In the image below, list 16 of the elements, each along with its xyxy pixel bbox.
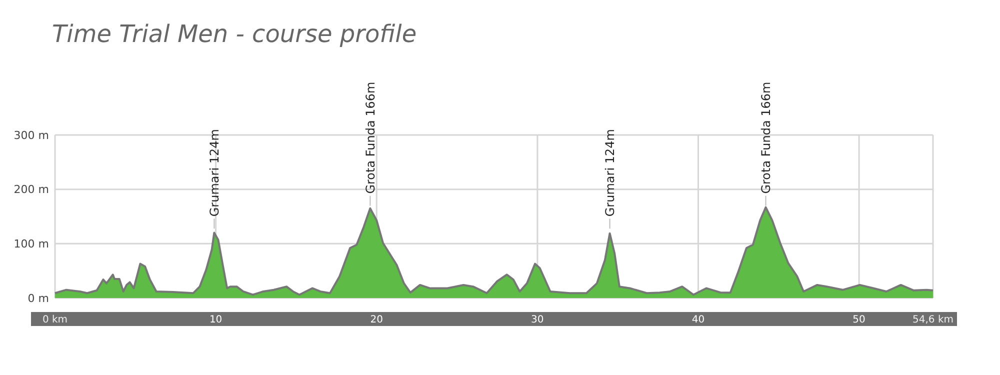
x-tick-label: 50 [852,314,866,326]
chart-title: Time Trial Men - course profile [52,20,417,48]
x-tick-label: 40 [692,314,705,326]
x-tick-label: 10 [209,314,222,326]
annotation: Grota Funda 166m [363,82,378,194]
y-tick-label: 0 m [28,292,49,305]
x-tick-label: 30 [531,314,544,326]
x-tick-label: 20 [370,314,383,326]
y-tick-label: 100 m [14,238,49,251]
x-tick-label: 0 km [42,314,68,326]
annotation: Grumari 124m [207,129,222,217]
y-tick-label: 200 m [14,183,49,196]
annotation: Grota Funda 166m [758,82,773,194]
x-tick-label: 54,6 km [912,314,954,326]
annotation: Grumari 124m [602,129,617,217]
y-tick-label: 300 m [14,128,49,142]
